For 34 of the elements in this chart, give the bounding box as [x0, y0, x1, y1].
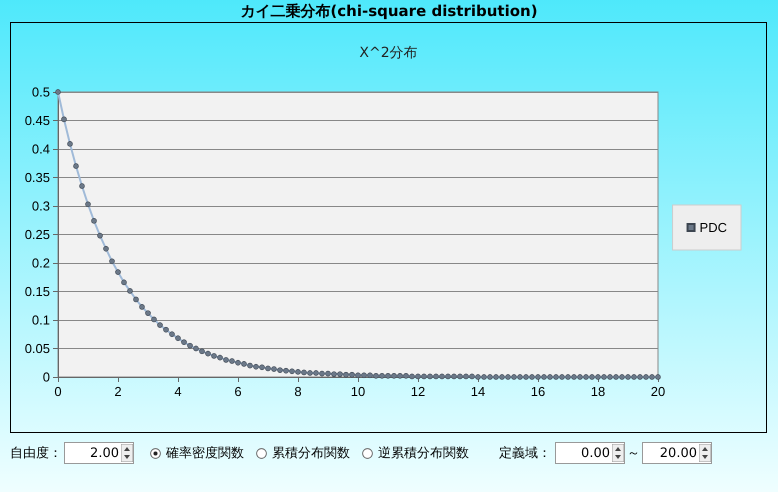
text: 定義域：	[499, 445, 551, 462]
x-tick-label: 0	[54, 384, 62, 399]
text: 逆累積分布関数	[378, 445, 469, 462]
chart-subtitle: X^2分布	[359, 45, 418, 61]
y-tick-label: 0.35	[24, 170, 50, 185]
x-tick-label: 16	[530, 384, 546, 399]
text: 累積分布関数	[272, 445, 350, 462]
legend-label: PDC	[700, 220, 728, 235]
x-tick-label: 12	[410, 384, 426, 399]
y-tick-label: 0.15	[24, 284, 50, 299]
text: 2.00	[89, 446, 119, 460]
y-tick-label: 0.2	[32, 256, 50, 270]
chart-title: カイ二乗分布(chi-square distribution)	[239, 1, 539, 22]
x-tick-label: 14	[470, 384, 486, 399]
x-tick-label: 10	[350, 384, 366, 399]
text: 0.00	[580, 446, 610, 460]
y-tick-label: 0.5	[32, 84, 50, 100]
y-tick-label: 0.05	[24, 341, 50, 356]
y-tick-label: 0.4	[32, 142, 50, 156]
y-tick-label: 0.1	[32, 312, 50, 328]
text: 20.00	[658, 446, 697, 460]
x-tick-label: 18	[590, 384, 606, 399]
x-tick-label: 4	[174, 384, 182, 399]
text: 確率密度関数	[166, 445, 244, 462]
y-tick-label: 0	[42, 370, 50, 384]
x-tick-label: 2	[114, 384, 122, 399]
x-tick-label: 20	[650, 384, 666, 399]
y-tick-label: 0.25	[24, 227, 50, 242]
y-tick-label: 0.3	[32, 198, 50, 214]
x-tick-label: 6	[234, 384, 242, 399]
text: 自由度：	[10, 445, 62, 462]
y-tick-label: 0.45	[24, 113, 50, 128]
text: ～	[627, 445, 640, 462]
x-tick-label: 8	[294, 384, 302, 399]
